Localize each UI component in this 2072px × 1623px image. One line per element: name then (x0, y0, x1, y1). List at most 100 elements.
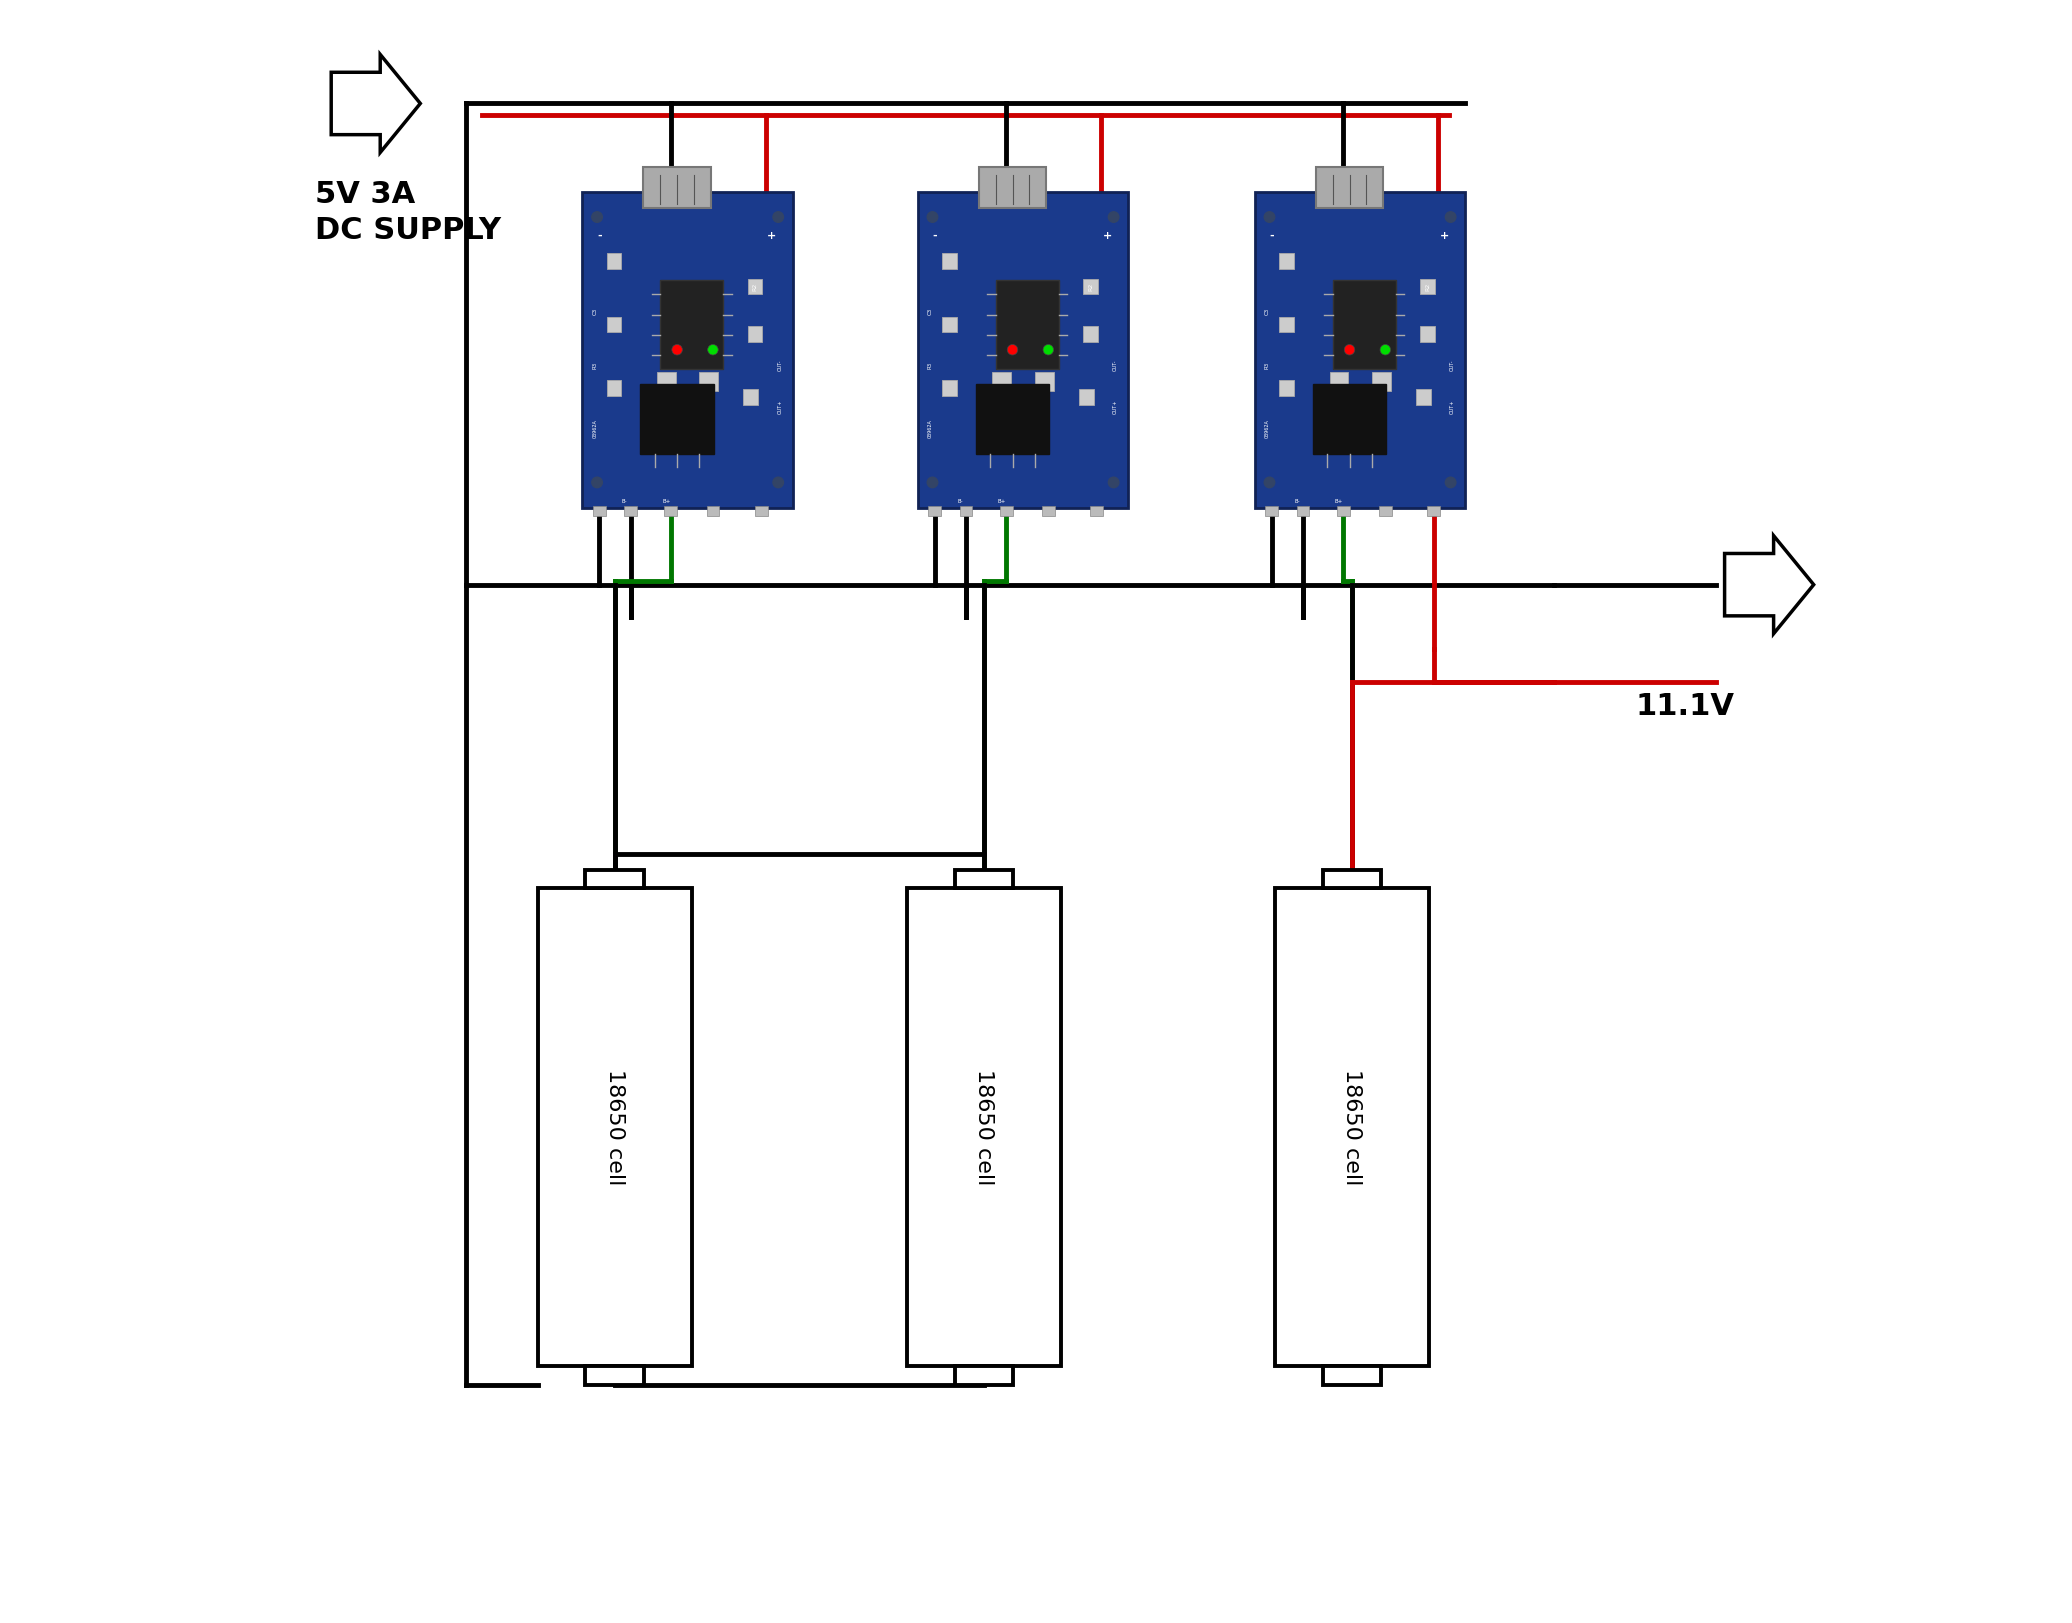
Bar (955, 1367, 1013, 1384)
Bar (1314, 385, 1386, 454)
Bar (976, 385, 1048, 454)
Bar (1266, 506, 1278, 516)
Bar (1084, 279, 1098, 294)
Text: OUT+: OUT+ (1113, 399, 1119, 414)
Polygon shape (1724, 536, 1813, 633)
Text: OUT+: OUT+ (777, 399, 783, 414)
Bar (978, 167, 1046, 208)
Bar (943, 253, 957, 269)
Text: 18650 cell: 18650 cell (1343, 1070, 1361, 1186)
Circle shape (1446, 211, 1457, 222)
Circle shape (1007, 344, 1017, 355)
Bar (586, 1367, 644, 1384)
Text: 5V 3A
DC SUPPLY: 5V 3A DC SUPPLY (315, 180, 501, 245)
Circle shape (773, 477, 783, 487)
Circle shape (926, 477, 939, 487)
Bar (657, 372, 675, 391)
Bar (624, 506, 636, 516)
Circle shape (1264, 477, 1274, 487)
Text: B-: B- (1295, 498, 1299, 503)
Bar (754, 506, 769, 516)
Bar (1336, 506, 1349, 516)
Text: R2: R2 (752, 282, 758, 291)
Bar (992, 372, 1011, 391)
Polygon shape (332, 55, 421, 153)
Bar (644, 167, 711, 208)
Circle shape (926, 211, 939, 222)
Text: OUT+: OUT+ (1450, 399, 1455, 414)
Bar (1372, 372, 1390, 391)
Bar (1278, 316, 1293, 333)
Bar (607, 253, 622, 269)
Circle shape (709, 344, 719, 355)
Bar (646, 427, 667, 450)
Bar (959, 506, 972, 516)
Text: +: + (767, 230, 777, 240)
Bar (607, 316, 622, 333)
Text: 11.1V: 11.1V (1635, 691, 1734, 721)
Bar (582, 192, 794, 508)
Bar (1419, 326, 1434, 342)
Bar (607, 380, 622, 396)
Bar (980, 427, 1003, 450)
Text: -: - (597, 230, 601, 240)
Circle shape (1345, 344, 1355, 355)
Bar (593, 506, 605, 516)
Bar (748, 279, 762, 294)
Text: 03962A: 03962A (928, 419, 932, 438)
Text: B+: B+ (999, 498, 1007, 503)
Text: 18650 cell: 18650 cell (974, 1070, 995, 1186)
Bar (1278, 253, 1293, 269)
Bar (1297, 506, 1310, 516)
Text: OUT-: OUT- (777, 360, 783, 372)
Text: -: - (1270, 230, 1274, 240)
Bar (707, 506, 719, 516)
Text: C3: C3 (928, 308, 932, 315)
Text: +: + (1102, 230, 1113, 240)
Circle shape (1109, 211, 1119, 222)
Circle shape (1264, 211, 1274, 222)
Bar (1322, 1367, 1382, 1384)
Bar (918, 192, 1129, 508)
Bar (1330, 372, 1349, 391)
Bar (1318, 427, 1339, 450)
Bar (1080, 390, 1094, 406)
Text: C3: C3 (1264, 308, 1270, 315)
Bar (1001, 506, 1013, 516)
Text: B-: B- (622, 498, 628, 503)
Bar (661, 281, 723, 368)
Text: B-: B- (957, 498, 963, 503)
Bar (744, 390, 758, 406)
Circle shape (1446, 477, 1457, 487)
Text: +: + (1440, 230, 1448, 240)
Bar (1042, 506, 1055, 516)
Bar (928, 506, 941, 516)
Text: R2: R2 (1426, 282, 1430, 291)
Text: 03962A: 03962A (1264, 419, 1270, 438)
Circle shape (593, 477, 603, 487)
Text: B+: B+ (1334, 498, 1343, 503)
Bar (1380, 506, 1392, 516)
Bar (1332, 281, 1397, 368)
Text: R3: R3 (1264, 362, 1270, 368)
Bar (1034, 372, 1053, 391)
Text: 18650 cell: 18650 cell (605, 1070, 626, 1186)
Text: OUT-: OUT- (1113, 360, 1119, 372)
Text: 03962A: 03962A (593, 419, 597, 438)
Circle shape (1042, 344, 1053, 355)
Text: -: - (932, 230, 937, 240)
Text: R2: R2 (1088, 282, 1092, 291)
Bar (1419, 279, 1434, 294)
Bar (665, 506, 678, 516)
Bar (1090, 506, 1102, 516)
Bar (640, 385, 715, 454)
Bar (1256, 192, 1465, 508)
Circle shape (1380, 344, 1390, 355)
Circle shape (593, 211, 603, 222)
Text: R3: R3 (928, 362, 932, 368)
Text: OUT-: OUT- (1450, 360, 1455, 372)
Text: R3: R3 (593, 362, 597, 368)
Bar (908, 888, 1061, 1367)
Bar (955, 870, 1013, 888)
Bar (1322, 870, 1382, 888)
